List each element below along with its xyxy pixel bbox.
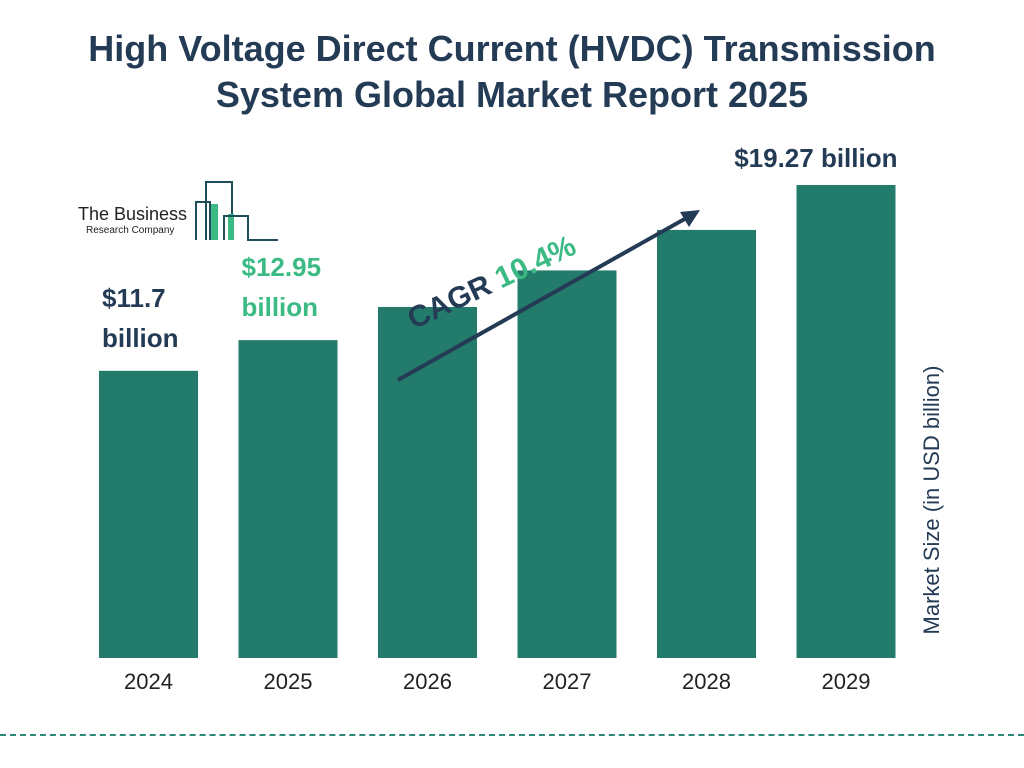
logo-buildings-icon xyxy=(195,181,278,241)
bar-2028 xyxy=(657,229,756,658)
x-tick-label: 2029 xyxy=(822,669,871,694)
company-logo: The Business Research Company xyxy=(78,180,288,246)
x-tick-label: 2025 xyxy=(264,669,313,694)
logo-subtitle: Research Company xyxy=(86,225,175,236)
data-label-2024: $11.7 xyxy=(102,283,166,313)
bar-2029 xyxy=(796,185,896,658)
x-tick-label: 2027 xyxy=(543,669,592,694)
chart-title: High Voltage Direct Current (HVDC) Trans… xyxy=(0,26,1024,118)
x-tick-label: 2024 xyxy=(124,669,173,694)
data-label-2025: $12.95 xyxy=(242,252,322,282)
trend-arrow-line xyxy=(397,214,691,382)
bar-2027 xyxy=(517,270,617,658)
x-tick-label: 2026 xyxy=(403,669,452,694)
title-line-1: High Voltage Direct Current (HVDC) Trans… xyxy=(88,28,936,69)
data-label-2025-unit: billion xyxy=(242,292,319,322)
title-line-2: System Global Market Report 2025 xyxy=(215,74,809,115)
x-tick-label: 2028 xyxy=(682,669,731,694)
bar-2025 xyxy=(238,340,338,658)
trend-arrow-head-icon xyxy=(680,210,700,227)
logo-name: The Business xyxy=(78,204,188,224)
y-axis-label: Market Size (in USD billion) xyxy=(919,365,944,635)
footer-divider xyxy=(0,734,1024,736)
bar-2026 xyxy=(378,306,477,658)
data-label-2024-unit: billion xyxy=(102,323,179,353)
data-label-2029: $19.27 billion xyxy=(734,143,897,173)
bar-2024 xyxy=(99,370,198,658)
